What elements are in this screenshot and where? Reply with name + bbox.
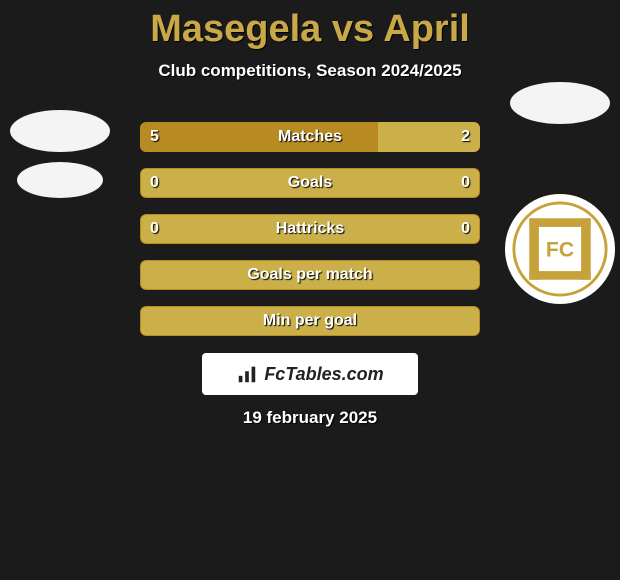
stat-row: Min per goal: [140, 306, 480, 336]
stat-label: Goals: [140, 168, 480, 198]
date-text: 19 february 2025: [0, 408, 620, 428]
stat-label: Goals per match: [140, 260, 480, 290]
page-subtitle: Club competitions, Season 2024/2025: [0, 61, 620, 81]
stat-value-right: 0: [461, 168, 470, 198]
stat-label: Min per goal: [140, 306, 480, 336]
watermark: FcTables.com: [202, 353, 418, 395]
club-crest-icon: FC: [505, 194, 615, 304]
silhouette-icon: [505, 82, 615, 134]
crest-text: FC: [546, 239, 574, 262]
stat-value-right: 2: [461, 122, 470, 152]
stat-label: Matches: [140, 122, 480, 152]
stat-row: Goals per match: [140, 260, 480, 290]
page-title: Masegela vs April: [0, 0, 620, 51]
comparison-bars: Matches52Goals00Hattricks00Goals per mat…: [140, 122, 480, 352]
stat-row: Hattricks0 0: [140, 214, 480, 244]
stat-value-right: 0: [461, 214, 470, 244]
silhouette-icon: [5, 110, 115, 198]
player-right-avatar: FC: [505, 110, 615, 220]
stat-value-left: 0: [150, 168, 159, 198]
bar-chart-icon: [236, 363, 258, 385]
watermark-text: FcTables.com: [264, 364, 383, 385]
stat-value-left: 0: [150, 214, 159, 244]
stat-row: Goals0 0: [140, 168, 480, 198]
stat-label: Hattricks: [140, 214, 480, 244]
player-left-avatar: [5, 110, 115, 220]
stat-value-left: 5: [150, 122, 159, 152]
stat-row: Matches5 2: [140, 122, 480, 152]
